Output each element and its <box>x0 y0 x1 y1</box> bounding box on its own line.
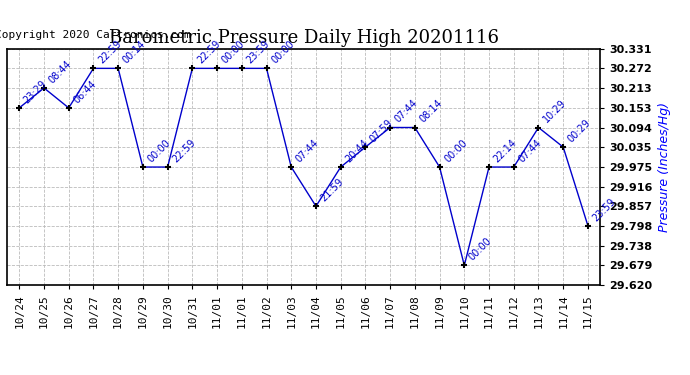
Text: 20:44: 20:44 <box>344 138 371 164</box>
Title: Barometric Pressure Daily High 20201116: Barometric Pressure Daily High 20201116 <box>108 29 499 47</box>
Text: 23:59: 23:59 <box>591 196 618 223</box>
Text: 08:44: 08:44 <box>47 58 73 85</box>
Text: 23:29: 23:29 <box>22 78 49 105</box>
Text: 07:44: 07:44 <box>294 138 321 164</box>
Text: 08:14: 08:14 <box>417 98 444 125</box>
Text: 00:00: 00:00 <box>467 236 494 262</box>
Text: 21:59: 21:59 <box>319 177 346 204</box>
Text: 07:44: 07:44 <box>517 138 543 164</box>
Text: 00:00: 00:00 <box>146 138 172 164</box>
Text: 22:14: 22:14 <box>492 137 519 164</box>
Text: 10:29: 10:29 <box>541 98 568 125</box>
Text: 00:00: 00:00 <box>220 39 246 66</box>
Text: 00:14: 00:14 <box>121 39 148 66</box>
Y-axis label: Pressure (Inches/Hg): Pressure (Inches/Hg) <box>658 102 671 232</box>
Text: 00:00: 00:00 <box>269 39 296 66</box>
Text: Copyright 2020 Cartronics.com: Copyright 2020 Cartronics.com <box>0 30 190 40</box>
Text: 07:59: 07:59 <box>368 117 395 144</box>
Text: 22:59: 22:59 <box>195 39 222 66</box>
Text: 07:44: 07:44 <box>393 98 420 125</box>
Text: 22:59: 22:59 <box>96 39 124 66</box>
Text: 06:44: 06:44 <box>72 78 98 105</box>
Text: 00:29: 00:29 <box>566 117 593 144</box>
Text: 22:59: 22:59 <box>170 137 197 164</box>
Text: 23:59: 23:59 <box>244 39 271 66</box>
Text: 00:00: 00:00 <box>442 138 469 164</box>
